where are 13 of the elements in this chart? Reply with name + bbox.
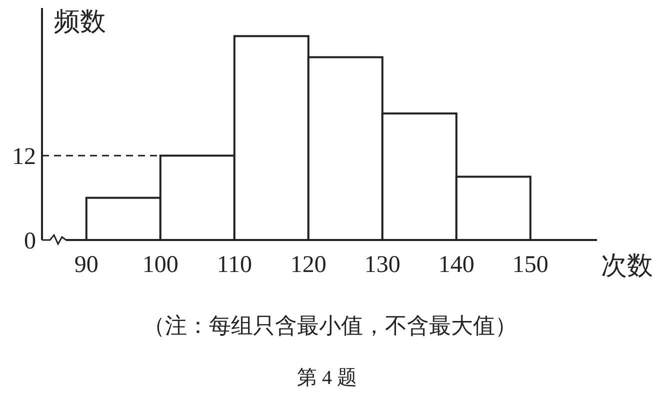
x-tick-label: 120 <box>290 252 326 278</box>
y-tick-label: 12 <box>12 144 36 170</box>
x-tick-label: 130 <box>364 252 400 278</box>
text: 第 4 题 <box>297 367 357 389</box>
x-axis-title: 次数 <box>601 251 653 280</box>
text: （注：每组只含最小值，不含最大值） <box>143 313 517 338</box>
x-tick-label: 140 <box>438 252 474 278</box>
x-tick-label: 150 <box>512 252 548 278</box>
x-tick-label: 100 <box>142 252 178 278</box>
x-tick-label: 90 <box>74 252 98 278</box>
y-tick-label: 0 <box>24 228 36 254</box>
x-tick-label: 110 <box>216 252 252 278</box>
y-axis-title: 频数 <box>54 7 106 36</box>
